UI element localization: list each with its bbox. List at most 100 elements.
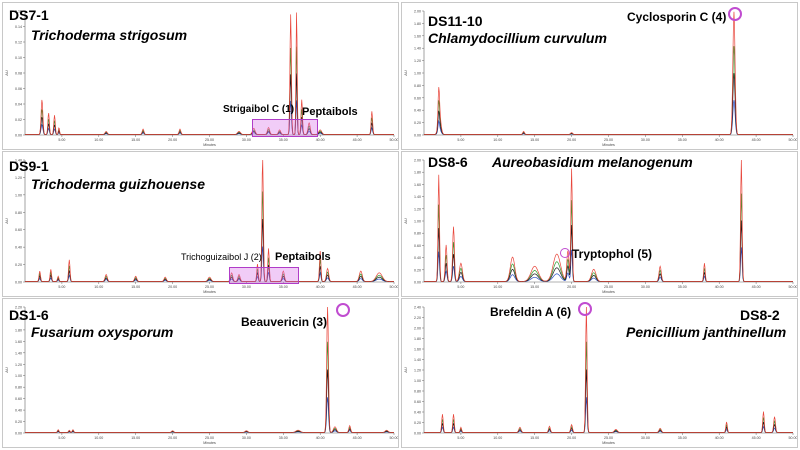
x-tick-label: 10.00 bbox=[493, 436, 502, 440]
y-tick-label: 0.08 bbox=[15, 72, 22, 76]
x-tick-label: 25.00 bbox=[205, 138, 214, 142]
x-tick-label: 35.00 bbox=[678, 138, 687, 142]
chromatogram-trace bbox=[424, 159, 793, 282]
chromatogram-trace bbox=[25, 73, 394, 135]
x-tick-label: 50.00 bbox=[789, 138, 798, 142]
x-tick-label: 20.00 bbox=[168, 138, 177, 142]
annotation-label-beauvericin: Beauvericin (3) bbox=[241, 315, 328, 329]
y-tick-label: 0.12 bbox=[15, 41, 22, 45]
y-tick-label: 0.20 bbox=[15, 420, 22, 424]
y-tick-label: 0.06 bbox=[15, 87, 22, 91]
chromatogram-trace bbox=[424, 46, 793, 135]
x-tick-label: 15.00 bbox=[530, 436, 539, 440]
y-tick-label: 1.00 bbox=[15, 193, 22, 197]
x-tick-label: 45.00 bbox=[353, 285, 362, 289]
chromatogram-trace bbox=[25, 191, 394, 282]
chromatogram-trace bbox=[25, 341, 394, 433]
y-tick-label: 1.00 bbox=[414, 379, 421, 383]
x-tick-label: 15.00 bbox=[530, 138, 539, 142]
y-tick-label: 0.20 bbox=[414, 121, 421, 125]
y-axis-label: AU bbox=[403, 70, 408, 76]
y-tick-label: 2.20 bbox=[414, 316, 421, 320]
x-tick-label: 50.00 bbox=[390, 436, 399, 440]
peak-highlight-circle bbox=[336, 303, 350, 317]
y-tick-label: 0.60 bbox=[15, 397, 22, 401]
annotation-label-peptaibols: Peptaibols bbox=[275, 251, 331, 263]
x-tick-label: 15.00 bbox=[530, 285, 539, 289]
x-tick-label: 10.00 bbox=[493, 138, 502, 142]
x-tick-label: 25.00 bbox=[604, 138, 613, 142]
x-tick-label: 15.00 bbox=[131, 436, 140, 440]
y-tick-label: 1.00 bbox=[414, 220, 421, 224]
chromatogram-svg: 0.00 0.20 0.40 0.60 0.80 1.00 1.20 1.40 1.60 1.80… bbox=[403, 159, 797, 295]
y-tick-label: 1.20 bbox=[414, 59, 421, 63]
y-tick-label: 1.80 bbox=[414, 337, 421, 341]
strain-code: DS1-6 bbox=[9, 307, 49, 323]
x-tick-label: 5.00 bbox=[457, 436, 464, 440]
y-tick-label: 2.00 bbox=[414, 159, 421, 163]
y-tick-label: 1.60 bbox=[414, 34, 421, 38]
x-tick-label: 35.00 bbox=[279, 285, 288, 289]
highlight-box bbox=[252, 119, 318, 137]
chromatogram-trace bbox=[424, 369, 793, 433]
y-tick-label: 2.20 bbox=[15, 306, 22, 310]
x-axis-label: Minutes bbox=[203, 143, 216, 147]
y-tick-label: 1.20 bbox=[414, 207, 421, 211]
y-tick-label: 0.40 bbox=[414, 109, 421, 113]
y-tick-label: 1.60 bbox=[414, 348, 421, 352]
x-tick-label: 35.00 bbox=[279, 436, 288, 440]
x-tick-label: 40.00 bbox=[316, 436, 325, 440]
y-tick-label: 0.60 bbox=[414, 400, 421, 404]
peak-highlight-circle bbox=[578, 302, 592, 316]
y-tick-label: 0.40 bbox=[15, 409, 22, 413]
x-tick-label: 10.00 bbox=[94, 436, 103, 440]
x-tick-label: 15.00 bbox=[131, 285, 140, 289]
x-tick-label: 45.00 bbox=[752, 138, 761, 142]
chromatogram-panel-ds7-1: 0.00 0.02 0.04 0.06 0.08 0.10 0.12 0.14 0.16 5.00… bbox=[2, 2, 399, 150]
x-tick-label: 40.00 bbox=[316, 285, 325, 289]
strain-code: DS8-6 bbox=[428, 154, 468, 170]
y-tick-label: 1.40 bbox=[414, 358, 421, 362]
y-tick-label: 1.40 bbox=[15, 351, 22, 355]
species-name: Aureobasidium melanogenum bbox=[492, 154, 693, 170]
x-tick-label: 35.00 bbox=[678, 285, 687, 289]
chromatogram-panel-ds9-1: 0.00 0.20 0.40 0.60 0.80 1.00 1.20 1.40 5.00 10.0… bbox=[2, 151, 399, 297]
y-tick-label: 0.40 bbox=[414, 411, 421, 415]
annotation-label-strigaibol: Strigaibol C (1) bbox=[223, 104, 295, 115]
y-axis-label: AU bbox=[4, 218, 9, 224]
x-tick-label: 30.00 bbox=[641, 138, 650, 142]
x-tick-label: 45.00 bbox=[752, 436, 761, 440]
y-tick-label: 1.40 bbox=[414, 195, 421, 199]
chromatogram-trace bbox=[25, 46, 394, 135]
y-tick-label: 2.40 bbox=[414, 306, 421, 310]
x-tick-label: 40.00 bbox=[715, 285, 724, 289]
y-axis-label: AU bbox=[4, 70, 9, 76]
y-tick-label: 0.40 bbox=[414, 256, 421, 260]
x-tick-label: 50.00 bbox=[390, 285, 399, 289]
strain-code: DS8-2 bbox=[740, 307, 780, 323]
x-axis-label: Minutes bbox=[602, 290, 615, 294]
x-tick-label: 20.00 bbox=[567, 436, 576, 440]
chromatogram-trace bbox=[25, 397, 394, 433]
y-axis-label: AU bbox=[403, 218, 408, 224]
y-tick-label: 1.80 bbox=[414, 22, 421, 26]
chromatogram-svg: 0.00 0.20 0.40 0.60 0.80 1.00 1.20 1.40 1.60 1.80… bbox=[4, 306, 399, 446]
y-tick-label: 0.80 bbox=[15, 211, 22, 215]
chromatogram-svg: 0.00 0.02 0.04 0.06 0.08 0.10 0.12 0.14 0.16 5.00… bbox=[4, 10, 398, 148]
y-tick-label: 1.80 bbox=[414, 171, 421, 175]
species-name: Trichoderma guizhouense bbox=[31, 176, 205, 192]
chromatogram-trace bbox=[25, 12, 394, 135]
annotation-label-cyclosporin: Cyclosporin C (4) bbox=[627, 10, 727, 24]
y-tick-label: 1.20 bbox=[15, 363, 22, 367]
x-tick-label: 35.00 bbox=[678, 436, 687, 440]
x-tick-label: 5.00 bbox=[457, 285, 464, 289]
chromatogram-trace bbox=[25, 218, 394, 282]
y-tick-label: 0.10 bbox=[15, 56, 22, 60]
annotation-label-trichoguizaibol: Trichoguizaibol J (2) bbox=[181, 252, 262, 262]
y-tick-label: 0.04 bbox=[15, 103, 22, 107]
y-tick-label: 0.80 bbox=[15, 386, 22, 390]
y-axis-label: AU bbox=[403, 367, 408, 373]
y-tick-label: 0.80 bbox=[414, 390, 421, 394]
species-name: Chlamydocillium curvulum bbox=[428, 30, 607, 46]
x-tick-label: 10.00 bbox=[94, 138, 103, 142]
